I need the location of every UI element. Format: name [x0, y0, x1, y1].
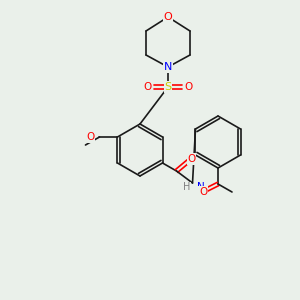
Text: N: N	[164, 62, 172, 72]
Text: O: O	[184, 82, 192, 92]
Text: O: O	[144, 82, 152, 92]
Text: H: H	[183, 182, 190, 192]
Text: O: O	[199, 187, 207, 197]
Text: N: N	[196, 182, 204, 192]
Text: S: S	[164, 82, 172, 92]
Text: O: O	[164, 12, 172, 22]
Text: O: O	[188, 154, 196, 164]
Text: O: O	[86, 132, 94, 142]
